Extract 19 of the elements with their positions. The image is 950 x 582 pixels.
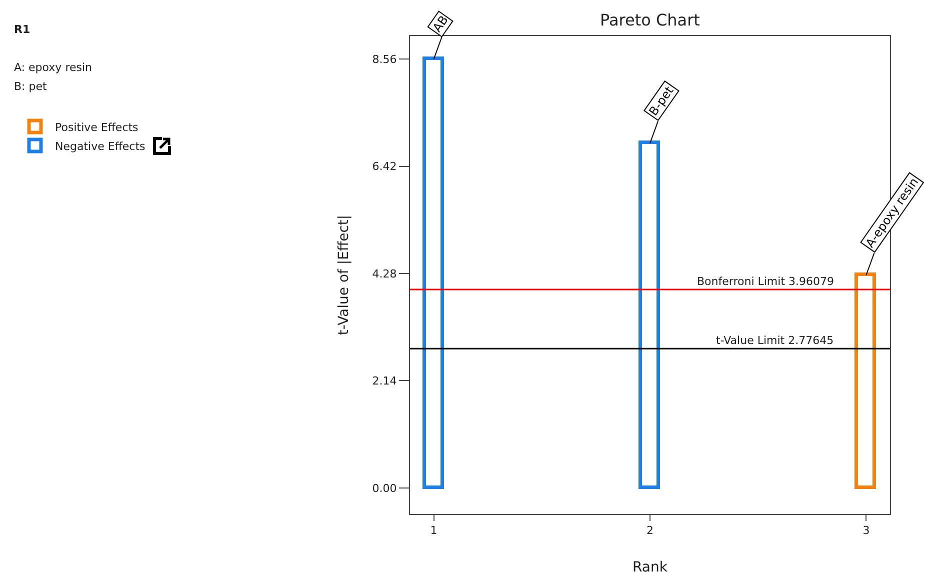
text: R1 bbox=[14, 23, 30, 36]
legend-label: Negative Effects bbox=[55, 140, 146, 153]
x-tick-label: 1 bbox=[430, 524, 438, 538]
annotation: AB bbox=[430, 13, 451, 35]
y-axis-title: t-Value of |Effect| bbox=[336, 214, 352, 336]
x-tick-label: 2 bbox=[646, 524, 654, 538]
y-tick-label: 6.42 bbox=[372, 160, 397, 174]
legend-label: Positive Effects bbox=[55, 120, 139, 134]
ref-line-label: t-Value Limit 2.77645 bbox=[716, 334, 834, 347]
text: B: pet bbox=[14, 80, 48, 93]
y-tick-label: 0.00 bbox=[372, 482, 397, 495]
chart-title: Pareto Chart bbox=[600, 10, 700, 30]
y-tick-label: 8.56 bbox=[372, 52, 397, 66]
x-tick-label: 3 bbox=[862, 524, 870, 538]
y-tick-label: 2.14 bbox=[372, 374, 397, 388]
y-tick-label: 4.28 bbox=[372, 267, 397, 280]
text: A: epoxy resin bbox=[14, 61, 92, 74]
x-axis-title: Rank bbox=[632, 560, 668, 576]
ref-line-label: Bonferroni Limit 3.96079 bbox=[697, 275, 834, 288]
